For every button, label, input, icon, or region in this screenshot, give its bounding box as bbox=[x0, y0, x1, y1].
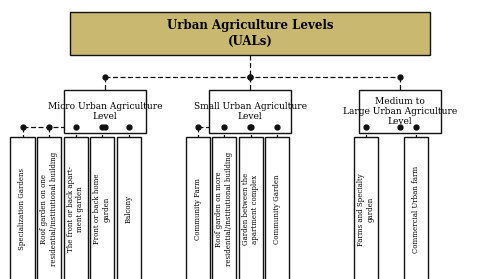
Text: Roof garden on more
residential/institutional building: Roof garden on more residential/institut… bbox=[216, 152, 232, 266]
FancyBboxPatch shape bbox=[10, 137, 34, 279]
Text: Community Garden: Community Garden bbox=[273, 174, 281, 244]
FancyBboxPatch shape bbox=[90, 137, 114, 279]
Text: Medium to
Large Urban Agriculture
Level: Medium to Large Urban Agriculture Level bbox=[343, 97, 457, 126]
FancyBboxPatch shape bbox=[238, 137, 262, 279]
FancyBboxPatch shape bbox=[209, 90, 291, 133]
FancyBboxPatch shape bbox=[64, 90, 146, 133]
FancyBboxPatch shape bbox=[212, 137, 236, 279]
Text: Balcony: Balcony bbox=[124, 195, 132, 223]
Text: Garden between the
apartment complex: Garden between the apartment complex bbox=[242, 173, 259, 245]
Text: Front or back home
garden: Front or back home garden bbox=[94, 174, 110, 244]
FancyBboxPatch shape bbox=[37, 137, 61, 279]
FancyBboxPatch shape bbox=[70, 12, 430, 55]
FancyBboxPatch shape bbox=[186, 137, 210, 279]
FancyBboxPatch shape bbox=[64, 137, 88, 279]
Text: Micro Urban Agriculture
Level: Micro Urban Agriculture Level bbox=[48, 102, 162, 121]
Text: Farms and Specialty
garden: Farms and Specialty garden bbox=[358, 173, 374, 246]
Text: Specialization Gardens: Specialization Gardens bbox=[18, 168, 26, 250]
FancyBboxPatch shape bbox=[404, 137, 428, 279]
Text: Commercial Urban farm: Commercial Urban farm bbox=[412, 166, 420, 253]
Text: Small Urban Agriculture
Level: Small Urban Agriculture Level bbox=[194, 102, 306, 121]
FancyBboxPatch shape bbox=[354, 137, 378, 279]
FancyBboxPatch shape bbox=[359, 90, 442, 133]
Text: The front or back apart-
ment garden: The front or back apart- ment garden bbox=[67, 166, 84, 252]
FancyBboxPatch shape bbox=[116, 137, 140, 279]
FancyBboxPatch shape bbox=[265, 137, 289, 279]
Text: Community Farm: Community Farm bbox=[194, 178, 202, 240]
Text: Roof garden on one
residential/institutional building: Roof garden on one residential/instituti… bbox=[40, 152, 58, 266]
Text: Urban Agriculture Levels
(UALs): Urban Agriculture Levels (UALs) bbox=[167, 20, 333, 47]
